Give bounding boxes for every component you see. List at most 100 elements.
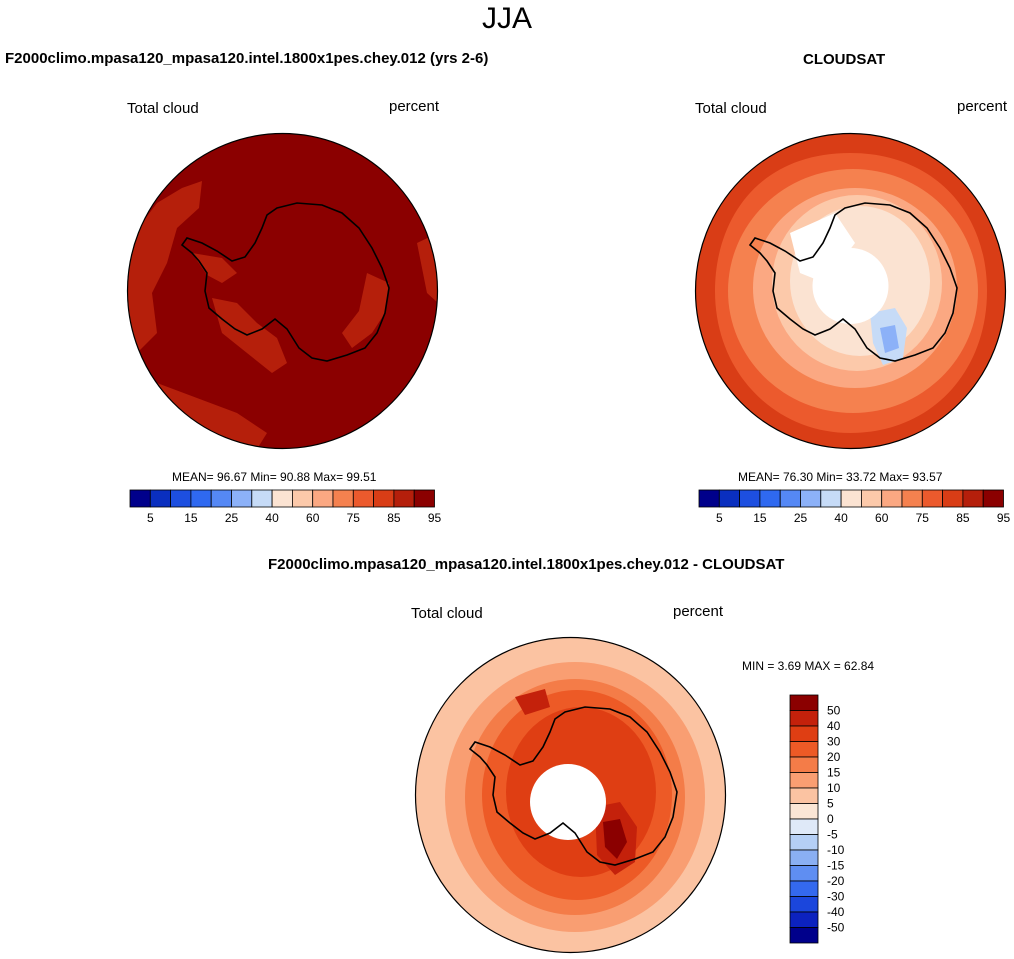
map-3-polar-gap [530, 764, 606, 840]
colorbar-difference-tick-label: 0 [827, 812, 834, 826]
colorbar-model-tick-label: 25 [225, 511, 239, 525]
colorbar-model-box-12 [373, 489, 395, 508]
panel-2-right-label: percent [957, 98, 1008, 115]
colorbar-model-tick-label: 85 [387, 511, 401, 525]
colorbar-model-box-7 [271, 489, 293, 508]
colorbar-cloudsat-box-8 [860, 489, 883, 508]
colorbar-cloudsat-tick-label: 60 [875, 511, 889, 525]
colorbar-model-box-2 [170, 489, 192, 508]
colorbar-cloudsat-box-14 [982, 489, 1004, 508]
map-2-white-west [790, 213, 855, 283]
colorbar-cloudsat-tick-label: 25 [794, 511, 808, 525]
map-2-frame [694, 132, 1007, 450]
panel-2-left-label: Total cloud [695, 100, 767, 117]
map-1-patch-east [342, 273, 389, 348]
colorbar-cloudsat-box-7 [840, 489, 862, 508]
map-panel-model [126, 132, 439, 450]
panel-3-left-label: Total cloud [411, 605, 483, 622]
colorbar-model-box-9 [312, 489, 334, 508]
colorbar-difference-box-0 [789, 694, 819, 711]
colorbar-difference-tick-label: -30 [827, 890, 845, 904]
colorbar-difference-tick-label: 15 [827, 766, 841, 780]
panel-3-right-label: percent [673, 603, 724, 620]
colorbar-difference-tick-label: 20 [827, 750, 841, 764]
panel-2-stats: MEAN= 76.30 Min= 33.72 Max= 93.57 [738, 470, 943, 484]
panel-2-title: CLOUDSAT [803, 51, 886, 68]
colorbar-difference-tick-label: 10 [827, 781, 841, 795]
colorbar-difference-tick-label: -20 [827, 874, 845, 888]
colorbar-cloudsat-box-11 [921, 489, 944, 508]
colorbar-model-box-3 [190, 489, 212, 508]
colorbar-difference-tick-label: -5 [827, 828, 838, 842]
colorbar-difference-box-11 [789, 865, 819, 882]
colorbar-model-box-5 [231, 489, 253, 508]
colorbar-model-tick-label: 75 [347, 511, 361, 525]
figure-title: JJA [481, 2, 532, 35]
colorbar-model-box-0 [129, 489, 151, 508]
colorbar-model-tick-label: 15 [184, 511, 198, 525]
colorbar-cloudsat-tick-label: 5 [716, 511, 723, 525]
colorbar-model-tick-label: 5 [147, 511, 154, 525]
map-1-patch-west [127, 181, 202, 363]
colorbar-model-box-11 [352, 489, 375, 508]
colorbar-cloudsat-box-2 [739, 489, 761, 508]
colorbar-difference-box-8 [789, 818, 819, 835]
colorbar-difference-tick-label: -40 [827, 905, 845, 919]
colorbar-difference-box-3 [789, 741, 819, 758]
colorbar-difference-tick-label: 40 [827, 719, 841, 733]
colorbar-difference-box-7 [789, 803, 819, 820]
colorbar-difference-box-15 [789, 927, 819, 944]
colorbar-difference-box-6 [789, 787, 819, 804]
colorbar-difference-tick-label: -50 [827, 921, 845, 935]
colorbar-difference-box-5 [789, 772, 819, 789]
panel-1-stats: MEAN= 96.67 Min= 90.88 Max= 99.51 [172, 470, 377, 484]
colorbar-difference-box-2 [789, 725, 819, 742]
colorbar-cloudsat-box-0 [698, 489, 720, 508]
map-1-patch-peninsula [192, 253, 237, 283]
colorbar-cloudsat-box-9 [881, 489, 903, 508]
colorbar-difference-tick-label: -10 [827, 843, 845, 857]
panel-3-title: F2000climo.mpasa120_mpasa120.intel.1800x… [268, 556, 785, 573]
map-1-antarctica-coastline [180, 202, 390, 362]
colorbar-model-box-14 [413, 489, 435, 508]
colorbar-cloudsat-box-4 [779, 489, 801, 508]
panel-1-title: F2000climo.mpasa120_mpasa120.intel.1800x… [5, 50, 489, 67]
colorbar-cloudsat-box-1 [718, 489, 740, 508]
map-3-antarctica-coastline [468, 706, 678, 866]
colorbar-difference-box-14 [789, 911, 819, 928]
colorbar-difference-box-4 [789, 756, 819, 773]
colorbar-cloudsat-box-3 [759, 489, 781, 508]
colorbar-difference-tick-label: 30 [827, 735, 841, 749]
colorbar-cloudsat: 5 15 25 40 60 75 85 95 [698, 489, 1011, 525]
colorbar-model-box-4 [210, 489, 232, 508]
colorbar-model-tick-label: 40 [265, 511, 279, 525]
colorbar-difference-box-10 [789, 849, 819, 866]
colorbar-cloudsat-box-5 [800, 489, 822, 508]
colorbar-model-box-10 [332, 489, 354, 508]
colorbar-cloudsat-tick-label: 95 [997, 511, 1011, 525]
colorbar-model-tick-label: 60 [306, 511, 320, 525]
colorbar-cloudsat-tick-label: 75 [916, 511, 930, 525]
colorbar-difference-tick-label: 50 [827, 704, 841, 718]
map-panel-difference [414, 636, 727, 954]
colorbar-model-box-13 [393, 489, 415, 508]
colorbar-cloudsat-box-12 [942, 489, 964, 508]
map-2-blue-patch [880, 325, 899, 353]
panel-3-stats: MIN = 3.69 MAX = 62.84 [742, 659, 875, 673]
map-2-antarctica-coastline [748, 202, 958, 362]
colorbar-cloudsat-tick-label: 15 [753, 511, 767, 525]
colorbar-model-box-6 [251, 489, 273, 508]
colorbar-model-box-1 [149, 489, 171, 508]
colorbar-model-tick-label: 95 [428, 511, 442, 525]
map-1-frame [126, 132, 439, 450]
panel-1-left-label: Total cloud [127, 100, 199, 117]
colorbar-difference-tick-label: 5 [827, 797, 834, 811]
colorbar-difference-box-9 [789, 834, 819, 851]
panel-1-right-label: percent [389, 98, 440, 115]
colorbar-cloudsat-tick-label: 40 [834, 511, 848, 525]
colorbar-cloudsat-box-10 [901, 489, 923, 508]
map-panel-cloudsat [694, 132, 1007, 450]
map-3-max-core [603, 819, 627, 859]
colorbar-difference-box-1 [789, 710, 819, 727]
